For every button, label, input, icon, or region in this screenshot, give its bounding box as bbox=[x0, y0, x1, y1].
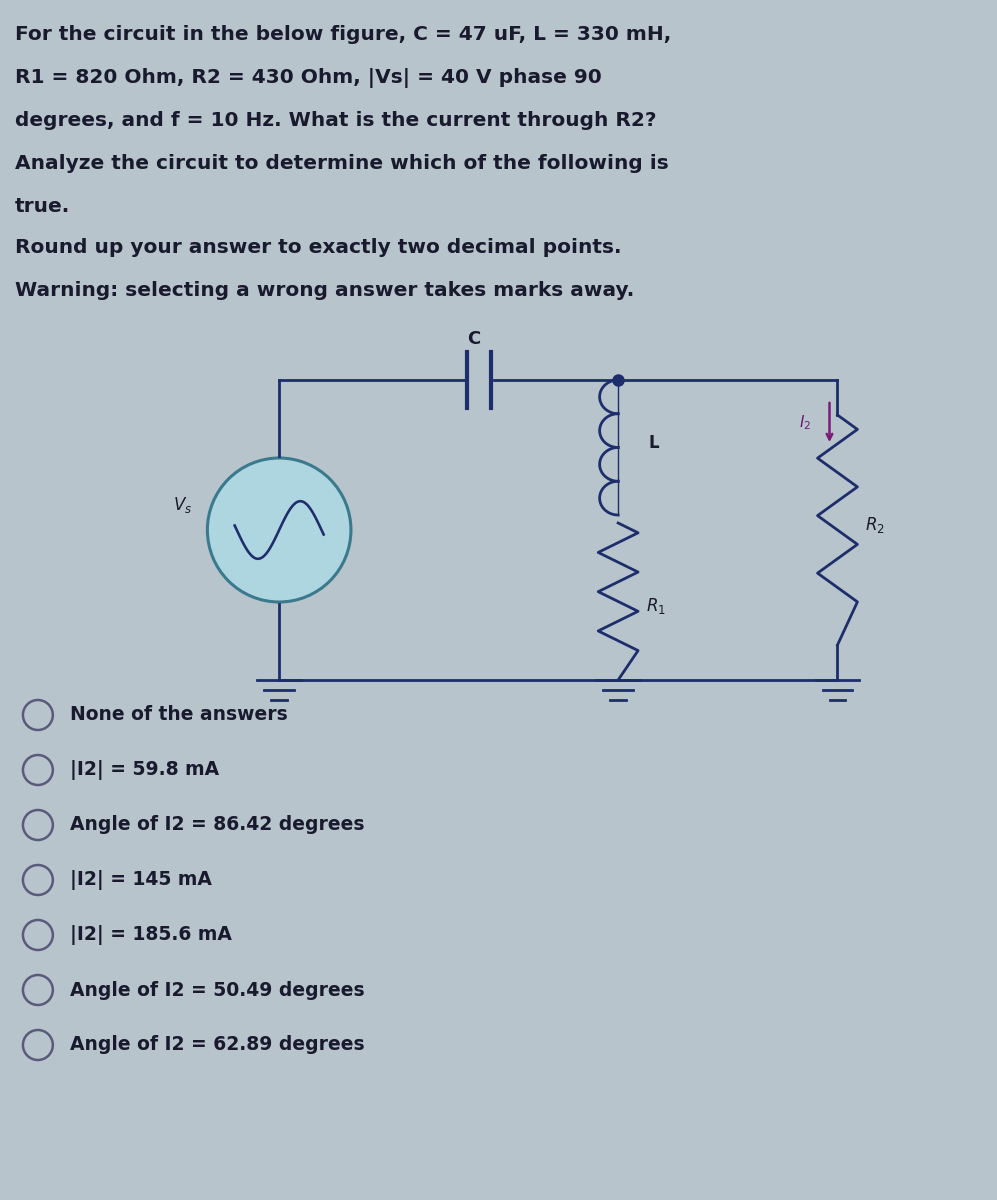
Text: For the circuit in the below figure, C = 47 uF, L = 330 mH,: For the circuit in the below figure, C =… bbox=[15, 25, 671, 44]
Text: $V_s$: $V_s$ bbox=[173, 496, 192, 515]
Text: $R_1$: $R_1$ bbox=[646, 596, 666, 617]
Text: None of the answers: None of the answers bbox=[70, 706, 287, 725]
Text: Angle of I2 = 62.89 degrees: Angle of I2 = 62.89 degrees bbox=[70, 1036, 365, 1055]
Text: true.: true. bbox=[15, 197, 70, 216]
Text: Warning: selecting a wrong answer takes marks away.: Warning: selecting a wrong answer takes … bbox=[15, 281, 634, 300]
Text: C: C bbox=[467, 330, 481, 348]
Text: L: L bbox=[648, 433, 659, 451]
Text: |I2| = 145 mA: |I2| = 145 mA bbox=[70, 870, 211, 890]
Text: Angle of I2 = 50.49 degrees: Angle of I2 = 50.49 degrees bbox=[70, 980, 365, 1000]
Text: Analyze the circuit to determine which of the following is: Analyze the circuit to determine which o… bbox=[15, 154, 669, 173]
Text: $I_2$: $I_2$ bbox=[800, 413, 812, 432]
Text: Angle of I2 = 86.42 degrees: Angle of I2 = 86.42 degrees bbox=[70, 816, 364, 834]
Text: |I2| = 185.6 mA: |I2| = 185.6 mA bbox=[70, 925, 231, 946]
Text: Round up your answer to exactly two decimal points.: Round up your answer to exactly two deci… bbox=[15, 238, 621, 257]
Text: R1 = 820 Ohm, R2 = 430 Ohm, |Vs| = 40 V phase 90: R1 = 820 Ohm, R2 = 430 Ohm, |Vs| = 40 V … bbox=[15, 68, 602, 88]
Text: $R_2$: $R_2$ bbox=[865, 515, 885, 535]
Text: degrees, and f = 10 Hz. What is the current through R2?: degrees, and f = 10 Hz. What is the curr… bbox=[15, 110, 656, 130]
Text: |I2| = 59.8 mA: |I2| = 59.8 mA bbox=[70, 760, 219, 780]
Circle shape bbox=[207, 458, 351, 602]
